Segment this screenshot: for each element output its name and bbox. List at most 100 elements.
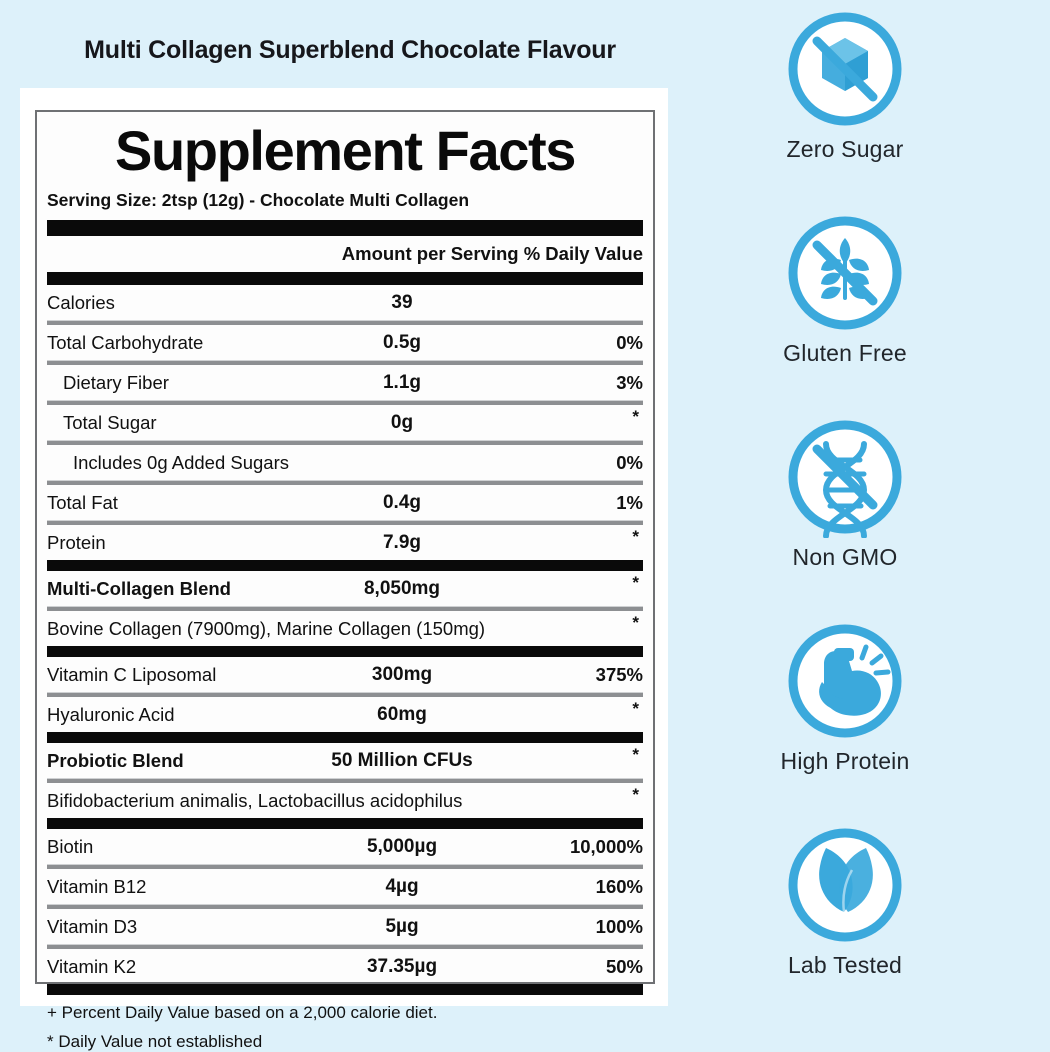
nutrient-daily-value: 0%: [616, 332, 643, 353]
nutrient-name: Bovine Collagen (7900mg), Marine Collage…: [47, 618, 486, 639]
nutrient-amount: 0.4g: [382, 492, 422, 513]
supplement-facts-heading: Supplement Facts: [115, 119, 576, 182]
nutrient-name: Vitamin C Liposomal: [47, 664, 217, 685]
nutrient-row: Hyaluronic Acid 60mg *: [47, 697, 643, 732]
row-divider: [47, 904, 643, 909]
sugar-cube-icon: [784, 8, 906, 130]
nutrient-amount: 37.35µg: [366, 956, 438, 977]
flexed-bicep-icon: [784, 620, 906, 742]
nutrient-amount: 5,000µg: [366, 836, 438, 857]
nutrient-name: Vitamin K2: [47, 956, 137, 977]
nutrient-rows-blend: Multi-Collagen Blend 8,050mg * Bovine Colla…: [47, 571, 643, 646]
divider-bar-vitamins: [47, 818, 643, 829]
nutrient-row: Vitamin C Liposomal 300mg 375%: [47, 657, 643, 692]
nutrient-amount: 39: [391, 292, 413, 313]
page-title-part3: Flavour: [520, 36, 616, 64]
row-divider: [47, 778, 643, 783]
footnote: + Percent Daily Value based on a 2,000 c…: [47, 1003, 438, 1022]
badge-high-protein: High Protein: [700, 620, 990, 824]
divider-bar-blend: [47, 560, 643, 571]
nutrient-row: Vitamin B12 4µg 160%: [47, 869, 643, 904]
row-divider: [47, 320, 643, 325]
nutrient-daily-value: *: [632, 573, 639, 592]
nutrient-name: Total Fat: [47, 492, 118, 513]
nutrient-daily-value: *: [632, 527, 639, 546]
nutrient-daily-value: 50%: [605, 956, 643, 977]
nutrient-row: Includes 0g Added Sugars 0%: [47, 445, 643, 480]
page-title-part1: Multi Collagen: [84, 36, 259, 64]
nutrient-row: Total Carbohydrate 0.5g 0%: [47, 325, 643, 360]
divider-bar-top: [47, 220, 643, 236]
row-divider: [47, 440, 643, 445]
badge-label: Zero Sugar: [786, 136, 904, 162]
nutrient-name: Total Sugar: [63, 412, 157, 433]
column-header: Amount per Serving % Daily Value: [341, 243, 643, 264]
supplement-facts-card: Supplement Facts Serving Size: 2tsp (12g…: [20, 88, 668, 1051]
nutrient-name: Vitamin D3: [47, 916, 138, 937]
divider-bar-mid: [47, 646, 643, 657]
nutrient-name: Hyaluronic Acid: [47, 704, 175, 725]
badge-non-gmo: Non GMO: [700, 416, 990, 620]
nutrient-amount: 0.5g: [382, 332, 422, 353]
badge-label: High Protein: [780, 748, 910, 774]
nutrient-row: Bovine Collagen (7900mg), Marine Collage…: [47, 611, 643, 646]
serving-size-line: Serving Size: 2tsp (12g) - Chocolate Mul…: [47, 190, 643, 211]
nutrient-daily-value: 3%: [616, 372, 643, 393]
page-title: Multi Collagen Superblend Chocolate Flav…: [0, 36, 700, 65]
badge-label: Lab Tested: [787, 952, 903, 978]
badge-lab-tested: Lab Tested: [700, 824, 990, 1028]
nutrient-name: Dietary Fiber: [63, 372, 169, 393]
nutrient-name: Biotin: [47, 836, 94, 857]
supplement-facts-panel: Supplement Facts Serving Size: 2tsp (12g…: [35, 110, 655, 1051]
nutrient-name: Calories: [47, 292, 115, 313]
nutrient-daily-value: 0%: [616, 452, 643, 473]
row-divider: [47, 606, 643, 611]
nutrient-rows-vitamins: Biotin 5,000µg 10,000% Vitamin B12 4µg 160% Vi…: [47, 829, 643, 984]
nutrient-rows-mid: Vitamin C Liposomal 300mg 375% Hyaluronic A…: [47, 657, 643, 732]
serving-size-value: Serving Size: 2tsp (12g): [47, 190, 245, 210]
nutrient-row: Total Fat 0.4g 1%: [47, 485, 643, 520]
nutrient-row: Bifidobacterium animalis, Lactobacillus …: [47, 783, 643, 818]
badge-label: Non GMO: [792, 544, 898, 570]
divider-bar-header: [47, 272, 643, 285]
nutrient-rows-main: Calories 39 Total Carbohydrate 0.5g 0% Dietar…: [47, 285, 643, 560]
divider-bar-footnotes: [47, 984, 643, 995]
nutrient-name: Total Carbohydrate: [47, 332, 204, 353]
nutrient-name: Includes 0g Added Sugars: [73, 452, 289, 473]
wheat-icon: [784, 212, 906, 334]
nutrient-row: Total Sugar 0g *: [47, 405, 643, 440]
nutrient-amount: 1.1g: [382, 372, 422, 393]
leaves-icon: [784, 824, 906, 946]
badge-label: Gluten Free: [783, 340, 907, 366]
nutrient-amount: 5µg: [385, 916, 419, 937]
nutrient-daily-value: *: [632, 699, 639, 718]
nutrient-amount: 4µg: [385, 876, 419, 897]
nutrient-name: Bifidobacterium animalis, Lactobacillus …: [47, 790, 463, 811]
row-divider: [47, 944, 643, 949]
nutrient-daily-value: 375%: [595, 664, 643, 685]
badge-zero-sugar: Zero Sugar: [700, 8, 990, 212]
nutrient-daily-value: 1%: [616, 492, 643, 513]
nutrient-amount: 50 Million CFUs: [331, 750, 473, 771]
nutrient-row: Biotin 5,000µg 10,000%: [47, 829, 643, 864]
nutrient-daily-value: 100%: [595, 916, 643, 937]
nutrient-amount: 60mg: [377, 704, 427, 725]
nutrient-amount: 8,050mg: [363, 578, 441, 599]
nutrient-rows-probiotic: Probiotic Blend 50 Million CFUs * Bifidobac…: [47, 743, 643, 818]
row-divider: [47, 400, 643, 405]
row-divider: [47, 864, 643, 869]
nutrient-row: Protein 7.9g *: [47, 525, 643, 560]
nutrient-name: Probiotic Blend: [47, 750, 184, 771]
nutrient-name: Multi-Collagen Blend: [47, 578, 231, 599]
badge-gluten-free: Gluten Free: [700, 212, 990, 416]
footnote: * Daily Value not established: [47, 1032, 263, 1051]
nutrient-row: Vitamin K2 37.35µg 50%: [47, 949, 643, 984]
row-divider: [47, 360, 643, 365]
feature-badges: Zero Sugar Gluten Free Non GMO High Protein…: [700, 8, 990, 1028]
nutrient-name: Vitamin B12: [47, 876, 147, 897]
divider-bar-probiotic: [47, 732, 643, 743]
serving-size-flavour: - Chocolate Multi Collagen: [244, 190, 470, 210]
nutrient-daily-value: *: [632, 745, 639, 764]
nutrient-row: Probiotic Blend 50 Million CFUs *: [47, 743, 643, 778]
